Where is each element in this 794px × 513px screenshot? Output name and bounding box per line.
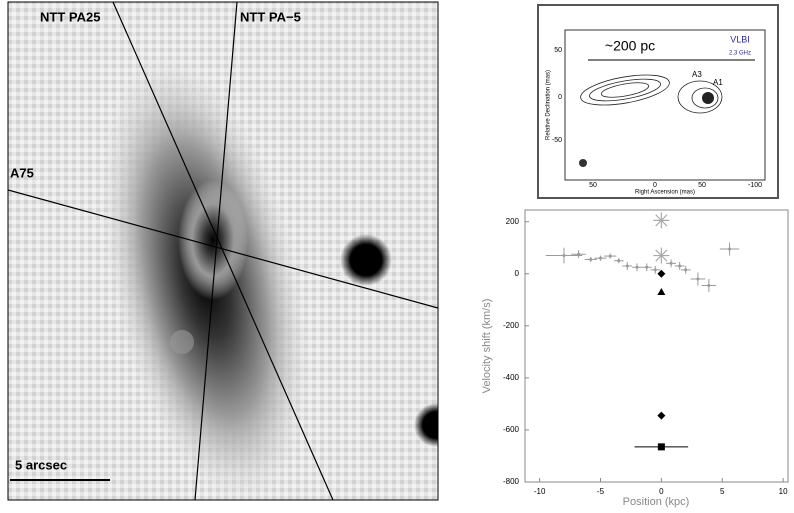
x-tick-label: 5 xyxy=(720,487,725,496)
data-point xyxy=(728,247,732,251)
image-label: NTT PA−5 xyxy=(240,9,301,24)
component-label: A3 xyxy=(692,70,702,79)
x-tick-label: 50 xyxy=(698,182,706,189)
data-point xyxy=(577,252,581,256)
data-point xyxy=(669,261,673,265)
data-point xyxy=(653,212,670,229)
x-axis-label: Right Ascension (mas) xyxy=(635,190,695,196)
y-tick-label: 0 xyxy=(558,94,562,101)
x-tick-label: 10 xyxy=(779,487,788,496)
y-tick-label: -200 xyxy=(503,321,520,330)
y-tick-label: 200 xyxy=(506,217,520,226)
x-tick-label: -100 xyxy=(748,182,762,189)
data-point xyxy=(598,256,602,260)
vlbi-title: VLBI xyxy=(730,34,750,44)
image-label: NTT PA25 xyxy=(40,9,100,24)
galaxy-image xyxy=(8,2,438,500)
data-point xyxy=(635,265,639,269)
data-point xyxy=(608,254,612,258)
data-point xyxy=(657,411,666,420)
y-tick-label: -800 xyxy=(503,477,520,486)
scale-label: ~200 pc xyxy=(605,38,655,54)
plot-frame xyxy=(524,209,789,483)
component-label: A1 xyxy=(713,78,723,87)
x-tick-label: 0 xyxy=(659,487,664,496)
x-axis-label: Position (kpc) xyxy=(623,496,690,508)
data-point xyxy=(645,265,649,269)
vlbi-map: ~200 pc VLBI 2.3 GHz A3 A1 Relative Decl… xyxy=(537,4,779,199)
x-tick-label: 50 xyxy=(589,182,597,189)
x-tick-label: -10 xyxy=(534,487,546,496)
data-point xyxy=(589,257,593,261)
image-label: A75 xyxy=(10,165,34,180)
data-point xyxy=(653,268,657,272)
data-point xyxy=(707,283,711,287)
image-label: 5 arcsec xyxy=(15,457,67,472)
vlbi-freq: 2.3 GHz xyxy=(729,51,751,57)
x-tick-label: -5 xyxy=(597,487,605,496)
y-axis-label: Velocity shift (km/s) xyxy=(481,299,493,394)
y-tick-label: 50 xyxy=(554,47,562,54)
image-frame xyxy=(7,1,439,501)
data-point xyxy=(653,247,670,264)
y-tick-label: -50 xyxy=(552,137,562,144)
y-tick-label: 0 xyxy=(515,269,520,278)
data-point xyxy=(657,443,665,451)
data-point xyxy=(562,254,566,258)
x-tick-label: 0 xyxy=(653,182,657,189)
data-point xyxy=(657,287,666,295)
y-tick-label: -400 xyxy=(503,373,520,382)
y-axis-label: Relative Declination (mas) xyxy=(546,70,552,140)
y-tick-label: -600 xyxy=(503,425,520,434)
data-point xyxy=(625,264,629,268)
data-point xyxy=(696,277,700,281)
data-point xyxy=(657,269,666,278)
data-point xyxy=(617,259,621,263)
data-point xyxy=(684,268,688,272)
data-point xyxy=(678,264,682,268)
